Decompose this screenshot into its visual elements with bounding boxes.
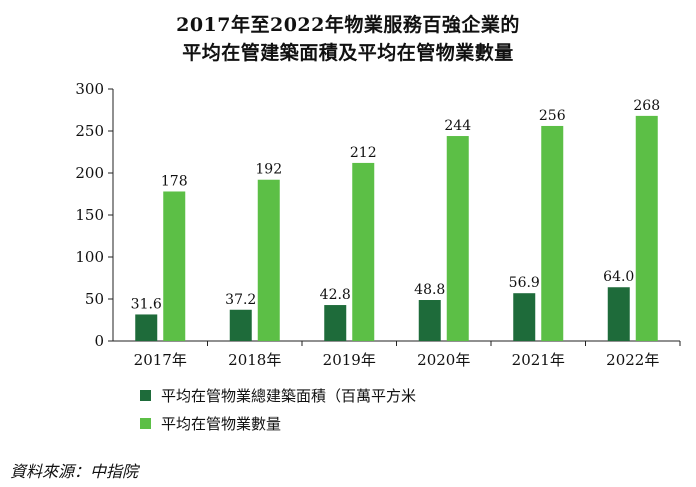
bar-area — [324, 305, 347, 341]
data-label-count: 268 — [633, 98, 660, 114]
source-note: 資料來源：中指院 — [10, 462, 139, 481]
chart-title-line2: 平均在管建築面積及平均在管物業數量 — [182, 42, 514, 64]
y-tick-label: 100 — [75, 248, 104, 266]
data-label-count: 256 — [539, 108, 566, 124]
bar-count — [635, 115, 658, 341]
y-tick-label: 150 — [75, 206, 104, 224]
bar-area — [135, 314, 158, 341]
data-label-count: 212 — [350, 145, 377, 161]
legend-item-count: 平均在管物業數量 — [140, 413, 281, 434]
legend-item-area: 平均在管物業總建築面積（百萬平方米 — [140, 385, 416, 406]
legend-swatch-area — [140, 390, 151, 401]
data-label-count: 244 — [444, 118, 471, 134]
x-tick-label: 2017年 — [134, 351, 187, 369]
x-tick-label: 2020年 — [417, 351, 470, 369]
x-tick-label: 2019年 — [323, 351, 376, 369]
legend-label-area: 平均在管物業總建築面積（百萬平方米 — [161, 387, 417, 405]
bar-count — [257, 179, 280, 341]
legend-swatch-count — [140, 418, 151, 429]
bar-area — [513, 293, 536, 341]
bar-count — [541, 125, 564, 342]
y-tick-label: 300 — [75, 80, 104, 98]
data-label-area: 56.9 — [509, 275, 540, 291]
bar-area — [418, 300, 441, 341]
bar-count — [446, 136, 469, 341]
bar-count — [163, 191, 186, 341]
x-tick-label: 2022年 — [606, 351, 659, 369]
bar-area — [229, 309, 252, 341]
y-tick-label: 200 — [75, 164, 104, 182]
chart-title-line1: 2017年至2022年物業服務百強企業的 — [176, 14, 520, 36]
y-tick-label: 0 — [94, 332, 104, 350]
bar-area — [607, 287, 630, 341]
legend-label-count: 平均在管物業數量 — [161, 415, 282, 433]
y-tick-label: 50 — [85, 290, 104, 308]
data-label-area: 64.0 — [603, 269, 634, 285]
y-tick-label: 250 — [75, 122, 104, 140]
bar-count — [352, 162, 375, 341]
data-label-area: 37.2 — [225, 292, 256, 308]
data-label-area: 42.8 — [320, 287, 351, 303]
data-label-area: 48.8 — [414, 282, 445, 298]
x-tick-label: 2018年 — [228, 351, 281, 369]
data-label-area: 31.6 — [131, 296, 162, 312]
data-label-count: 178 — [161, 173, 188, 189]
x-tick-label: 2021年 — [512, 351, 565, 369]
data-label-count: 192 — [255, 162, 282, 178]
